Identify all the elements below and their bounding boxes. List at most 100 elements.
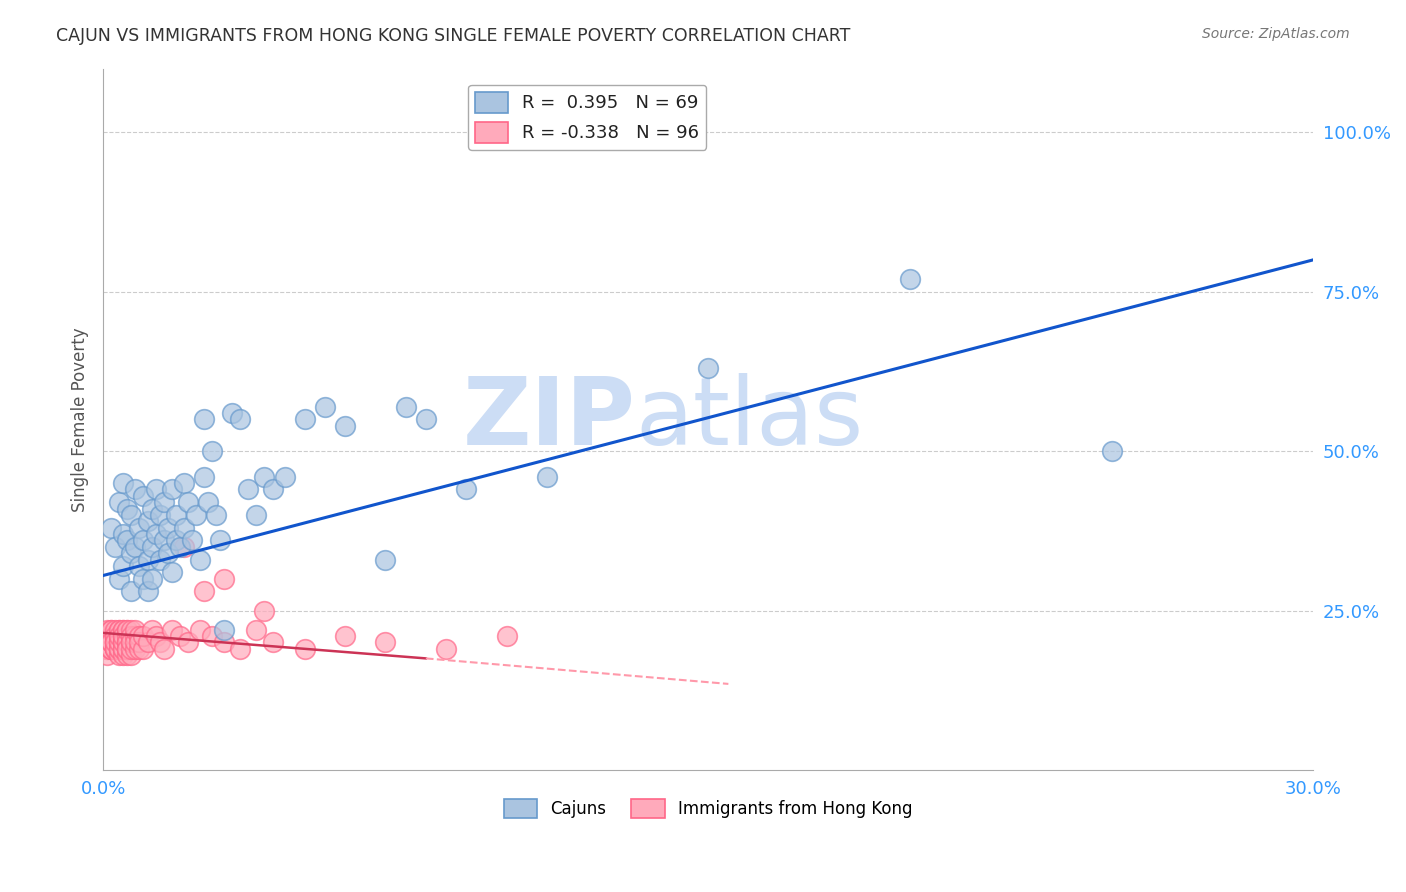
Point <box>152 495 174 509</box>
Point <box>112 623 135 637</box>
Point <box>128 635 150 649</box>
Point <box>197 495 219 509</box>
Point <box>112 623 135 637</box>
Point <box>100 641 122 656</box>
Point <box>100 635 122 649</box>
Point <box>173 521 195 535</box>
Point <box>495 629 517 643</box>
Point <box>112 629 135 643</box>
Legend: Cajuns, Immigrants from Hong Kong: Cajuns, Immigrants from Hong Kong <box>498 792 920 825</box>
Point <box>108 648 131 663</box>
Point <box>209 533 232 548</box>
Text: atlas: atlas <box>636 373 863 466</box>
Point <box>898 272 921 286</box>
Point <box>108 629 131 643</box>
Point <box>104 635 127 649</box>
Point <box>253 469 276 483</box>
Point <box>160 623 183 637</box>
Point <box>201 629 224 643</box>
Point <box>112 635 135 649</box>
Point <box>100 521 122 535</box>
Point <box>108 635 131 649</box>
Point <box>536 469 558 483</box>
Point <box>108 635 131 649</box>
Point <box>124 635 146 649</box>
Point <box>165 533 187 548</box>
Point <box>184 508 207 522</box>
Point <box>108 572 131 586</box>
Point <box>100 623 122 637</box>
Point <box>120 584 142 599</box>
Point <box>141 572 163 586</box>
Point <box>212 635 235 649</box>
Point <box>221 406 243 420</box>
Point <box>132 641 155 656</box>
Point <box>108 623 131 637</box>
Point <box>697 361 720 376</box>
Point <box>145 527 167 541</box>
Point <box>117 623 139 637</box>
Point <box>333 629 356 643</box>
Point <box>145 483 167 497</box>
Point <box>245 623 267 637</box>
Point <box>165 508 187 522</box>
Point <box>201 444 224 458</box>
Point <box>120 508 142 522</box>
Point <box>112 527 135 541</box>
Point <box>128 641 150 656</box>
Point <box>294 412 316 426</box>
Point <box>273 469 295 483</box>
Point <box>136 514 159 528</box>
Point <box>141 623 163 637</box>
Point <box>104 641 127 656</box>
Point <box>152 533 174 548</box>
Point <box>212 623 235 637</box>
Point <box>395 400 418 414</box>
Point <box>180 533 202 548</box>
Point <box>112 648 135 663</box>
Point <box>108 623 131 637</box>
Point <box>262 635 284 649</box>
Point <box>128 629 150 643</box>
Point <box>456 483 478 497</box>
Point <box>124 483 146 497</box>
Point <box>253 603 276 617</box>
Point <box>156 546 179 560</box>
Point <box>108 495 131 509</box>
Point <box>262 483 284 497</box>
Point <box>128 521 150 535</box>
Point <box>149 635 172 649</box>
Point <box>108 635 131 649</box>
Point <box>117 629 139 643</box>
Point <box>96 635 118 649</box>
Point <box>136 584 159 599</box>
Point <box>193 469 215 483</box>
Point <box>314 400 336 414</box>
Point <box>177 635 200 649</box>
Point <box>132 489 155 503</box>
Point <box>120 641 142 656</box>
Point <box>141 540 163 554</box>
Point <box>173 540 195 554</box>
Point <box>112 476 135 491</box>
Point <box>1101 444 1123 458</box>
Point <box>132 629 155 643</box>
Point <box>100 629 122 643</box>
Point <box>132 572 155 586</box>
Point <box>120 629 142 643</box>
Point <box>100 635 122 649</box>
Point <box>104 623 127 637</box>
Point <box>96 629 118 643</box>
Point <box>112 635 135 649</box>
Point <box>120 635 142 649</box>
Point <box>117 641 139 656</box>
Text: ZIP: ZIP <box>463 373 636 466</box>
Point <box>124 540 146 554</box>
Point <box>104 540 127 554</box>
Point <box>173 476 195 491</box>
Point <box>160 483 183 497</box>
Point <box>117 501 139 516</box>
Point <box>112 641 135 656</box>
Point <box>434 641 457 656</box>
Point <box>374 552 396 566</box>
